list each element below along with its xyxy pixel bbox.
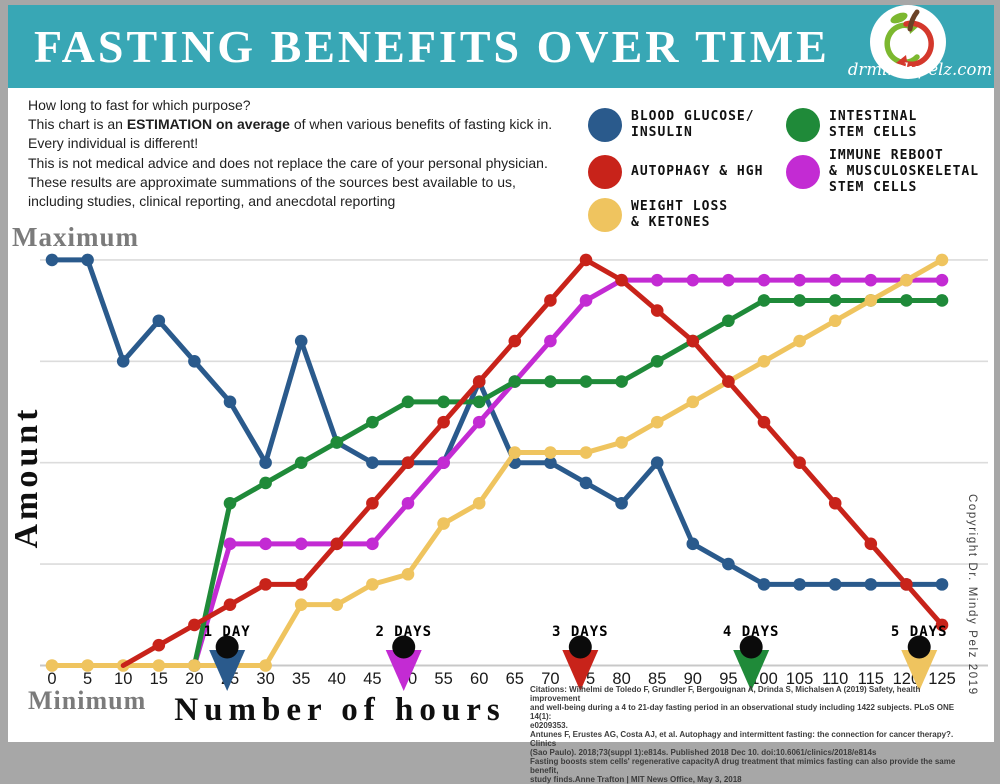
apple-stem-icon (907, 9, 920, 32)
page-title: FASTING BENEFITS OVER TIME (34, 21, 830, 72)
intro-line-2-prefix: This chart is an (28, 116, 127, 133)
brand-logo (870, 5, 946, 79)
title-bar: FASTING BENEFITS OVER TIME (8, 5, 994, 88)
legend-label: IMMUNE REBOOT & MUSCULOSKELETAL STEM CEL… (829, 148, 980, 195)
legend-item-autophagy-hgh: AUTOPHAGY & HGH (588, 155, 763, 189)
legend-swatch-intestinal-stem-cells (786, 108, 820, 142)
y-axis-max-label: Maximum (12, 222, 139, 252)
legend-label: BLOOD GLUCOSE/ INSULIN (631, 109, 755, 140)
legend-swatch-immune-reboot (786, 155, 820, 189)
legend-label: INTESTINAL STEM CELLS (829, 109, 918, 140)
intro-text: How long to fast for which purpose? This… (28, 96, 594, 211)
intro-line-2-suffix: of when various benefits of fasting kick… (289, 116, 553, 133)
intro-line-6: including studies, clinical reporting, a… (28, 193, 396, 210)
legend-label: WEIGHT LOSS & KETONES (631, 199, 729, 230)
legend-label: AUTOPHAGY & HGH (631, 164, 764, 179)
apple-red-arrow-icon (899, 20, 934, 68)
intro-line-2: This chart is an ESTIMATION on average o… (28, 115, 594, 134)
legend-item-immune-reboot: IMMUNE REBOOT & MUSCULOSKELETAL STEM CEL… (786, 148, 979, 196)
copyright-text: Copyright Dr. Mindy Pelz 2019 (966, 494, 978, 696)
y-axis-min-label: Minimum (28, 686, 147, 715)
y-axis-title: Amount (8, 405, 45, 549)
legend-item-weight-loss-ketones: WEIGHT LOSS & KETONES (588, 198, 728, 232)
brand-url: drmindypelz.com (847, 60, 993, 79)
intro-line-4: This is not medical advice and does not … (28, 154, 548, 171)
intro-line-3: Every individual is different! (28, 135, 199, 152)
legend-item-blood-glucose-insulin: BLOOD GLUCOSE/ INSULIN (588, 108, 755, 142)
intro-line-5: These results are approximate summations… (28, 173, 516, 190)
legend-swatch-weight-loss-ketones (588, 198, 622, 232)
legend-item-intestinal-stem-cells: INTESTINAL STEM CELLS (786, 108, 917, 142)
citations-text: Citations: Wilhelmi de Toledo F, Grundle… (530, 685, 956, 784)
apple-leaf-icon (890, 12, 908, 24)
intro-line-2-bold: ESTIMATION on average (126, 116, 290, 133)
apple-red-arrowhead-icon (896, 55, 908, 67)
legend-swatch-autophagy-hgh (588, 155, 622, 189)
intro-line-1: How long to fast for which purpose? (28, 97, 251, 113)
legend-swatch-blood-glucose-insulin (588, 108, 622, 142)
x-axis-title: Number of hours (174, 692, 506, 728)
